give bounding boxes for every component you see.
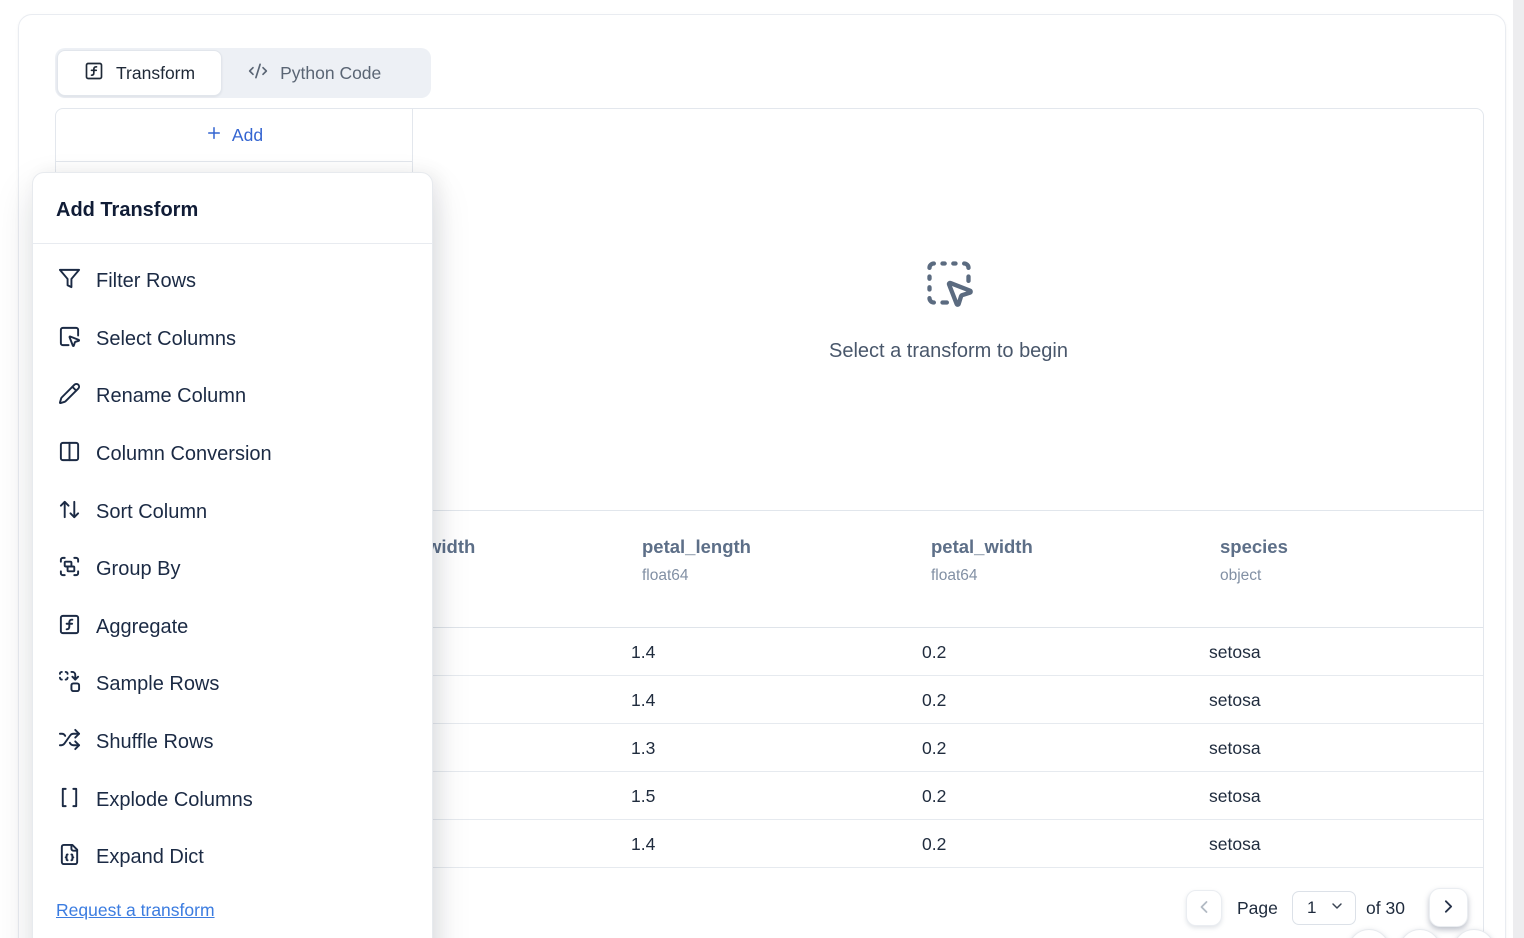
table-cell: 0.2 <box>922 786 947 806</box>
menu-title: Add Transform <box>56 199 199 221</box>
next-page-button[interactable] <box>1429 888 1468 927</box>
menu-item-select-columns[interactable]: Select Columns <box>33 311 432 369</box>
replace-icon <box>58 670 81 699</box>
add-transform-menu: Add Transform Filter Rows Select Columns <box>32 172 433 938</box>
row-divider <box>414 723 1483 724</box>
add-transform-row: Add <box>56 109 412 162</box>
add-label: Add <box>231 124 264 145</box>
table-cell: setosa <box>1209 642 1261 662</box>
table-cell: setosa <box>1209 690 1261 710</box>
header-divider <box>414 627 1483 628</box>
column-header[interactable]: petal_width <box>931 536 1033 557</box>
filter-icon <box>58 267 81 296</box>
table-cell: setosa <box>1209 738 1261 758</box>
chevron-right-icon <box>1438 896 1459 920</box>
menu-divider <box>33 243 432 244</box>
column-header[interactable]: species <box>1220 536 1288 557</box>
menu-item-label: Rename Column <box>96 385 247 408</box>
table-cell: 1.4 <box>631 834 656 854</box>
menu-item-explode-columns[interactable]: Explode Columns <box>33 771 432 829</box>
tab-transform[interactable]: Transform <box>57 50 223 96</box>
column-dtype: object <box>1220 567 1262 584</box>
menu-item-label: Column Conversion <box>96 443 272 466</box>
menu-item-label: Sample Rows <box>96 673 220 696</box>
chevron-down-icon <box>1329 898 1345 919</box>
table-cell: 0.2 <box>922 642 947 662</box>
menu-item-expand-dict[interactable]: Expand Dict <box>33 829 432 887</box>
menu-item-label: Filter Rows <box>96 270 197 293</box>
menu-item-column-conversion[interactable]: Column Conversion <box>33 426 432 484</box>
table-cell: setosa <box>1209 834 1261 854</box>
menu-item-list: Filter Rows Select Columns Rename Column… <box>33 244 432 887</box>
table-cell: 1.4 <box>631 642 656 662</box>
add-transform-button[interactable]: Add <box>205 124 263 147</box>
menu-item-aggregate[interactable]: Aggregate <box>33 599 432 657</box>
row-divider <box>414 675 1483 676</box>
table-cell: 0.2 <box>922 690 947 710</box>
tab-python-code[interactable]: Python Code <box>222 50 407 96</box>
arrow-up-down-icon <box>58 498 81 527</box>
function-square-icon <box>84 61 104 86</box>
menu-item-filter-rows[interactable]: Filter Rows <box>33 253 432 311</box>
tab-bar: Transform Python Code <box>55 48 431 98</box>
row-divider <box>414 867 1483 868</box>
request-transform-link[interactable]: Request a transform <box>56 899 215 920</box>
menu-item-shuffle-rows[interactable]: Shuffle Rows <box>33 714 432 772</box>
page-select[interactable]: 1 <box>1292 891 1356 925</box>
group-icon <box>58 555 81 584</box>
menu-item-sort-column[interactable]: Sort Column <box>33 483 432 541</box>
file-json-icon <box>58 843 81 872</box>
empty-state: Select a transform to begin <box>414 108 1483 511</box>
chevron-left-icon <box>1194 897 1214 920</box>
column-dtype: float64 <box>931 567 978 584</box>
table-cell: 1.4 <box>631 690 656 710</box>
row-divider <box>414 819 1483 820</box>
table-cell: 1.3 <box>631 738 656 758</box>
menu-item-group-by[interactable]: Group By <box>33 541 432 599</box>
page-select-value: 1 <box>1307 898 1317 917</box>
menu-item-label: Select Columns <box>96 327 237 350</box>
menu-item-sample-rows[interactable]: Sample Rows <box>33 656 432 714</box>
transform-list-column: Add <box>56 109 413 173</box>
menu-item-rename-column[interactable]: Rename Column <box>33 368 432 426</box>
code-icon <box>248 61 268 86</box>
page-label: Page <box>1237 898 1278 918</box>
table-cell: 0.2 <box>922 738 947 758</box>
tab-label: Python Code <box>280 62 382 83</box>
column-header[interactable]: petal_length <box>642 536 751 557</box>
table-cell: 1.5 <box>631 786 656 806</box>
menu-item-label: Explode Columns <box>96 788 253 811</box>
pencil-icon <box>58 382 81 411</box>
menu-item-label: Aggregate <box>96 615 189 638</box>
empty-state-message: Select a transform to begin <box>828 339 1068 362</box>
columns-icon <box>58 440 81 469</box>
menu-item-label: Group By <box>96 558 181 581</box>
menu-item-label: Expand Dict <box>96 846 204 869</box>
column-header-clipped[interactable]: width <box>427 536 476 557</box>
function-square-icon <box>58 613 81 642</box>
column-dtype: float64 <box>642 567 689 584</box>
previous-page-button[interactable] <box>1186 890 1222 926</box>
plus-icon <box>205 124 223 147</box>
table-cell: 0.2 <box>922 834 947 854</box>
row-divider <box>414 771 1483 772</box>
tab-label: Transform <box>116 62 196 83</box>
square-mouse-pointer-icon <box>58 325 81 354</box>
shuffle-icon <box>58 728 81 757</box>
scrollbar[interactable] <box>1513 0 1524 938</box>
menu-item-label: Sort Column <box>96 500 208 523</box>
page-total-label: of 30 <box>1366 898 1405 918</box>
table-top-divider <box>56 510 1483 511</box>
square-dashed-mouse-pointer-icon <box>923 257 975 314</box>
table-cell: setosa <box>1209 786 1261 806</box>
menu-item-label: Shuffle Rows <box>96 731 214 754</box>
brackets-icon <box>58 786 81 815</box>
